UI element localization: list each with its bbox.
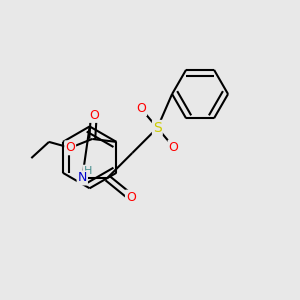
Text: O: O xyxy=(65,141,75,154)
Text: O: O xyxy=(169,141,178,154)
Text: S: S xyxy=(153,121,162,135)
Text: O: O xyxy=(89,109,99,122)
Text: O: O xyxy=(126,190,136,204)
Text: O: O xyxy=(136,102,146,115)
Text: N: N xyxy=(78,172,87,184)
Text: H: H xyxy=(83,166,92,176)
